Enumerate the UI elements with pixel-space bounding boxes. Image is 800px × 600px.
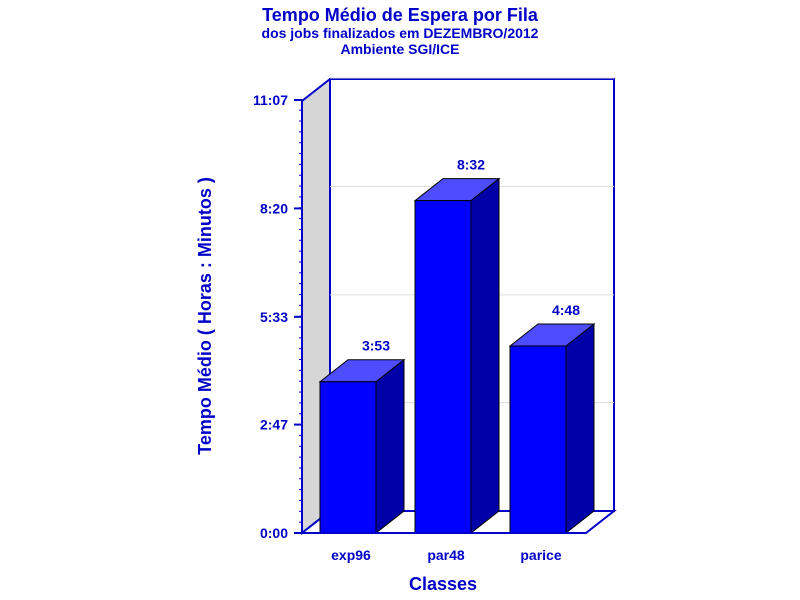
y-tick-label: 8:20 bbox=[260, 200, 288, 216]
bar-exp96: 3:53 bbox=[318, 338, 406, 535]
bar-par48: 8:32 bbox=[413, 157, 501, 535]
category-label: exp96 bbox=[331, 547, 371, 563]
x-axis: exp96 par48 parice bbox=[331, 547, 562, 563]
x-axis-title: Classes bbox=[409, 574, 477, 594]
chart-subtitle-line-2: Ambiente SGI/ICE bbox=[340, 41, 459, 57]
bars: 3:53 8:32 4:48 bbox=[318, 157, 596, 535]
bar-side bbox=[470, 177, 500, 535]
bar-side bbox=[375, 358, 405, 535]
bar-front bbox=[509, 345, 567, 534]
chart-title: Tempo Médio de Espera por Fila bbox=[262, 5, 539, 25]
y-axis-title: Tempo Médio ( Horas : Minutos ) bbox=[195, 177, 215, 455]
bar-front bbox=[319, 381, 377, 534]
data-label: 4:48 bbox=[552, 302, 580, 318]
data-label: 3:53 bbox=[362, 338, 390, 354]
chart-subtitle-line-1: dos jobs finalizados em DEZEMBRO/2012 bbox=[262, 25, 539, 41]
category-label: parice bbox=[520, 547, 561, 563]
data-label: 8:32 bbox=[457, 157, 485, 173]
bar-front bbox=[414, 200, 472, 534]
y-tick-label: 2:47 bbox=[260, 417, 288, 433]
y-tick-label: 5:33 bbox=[260, 309, 288, 325]
y-tick-label: 0:00 bbox=[260, 525, 288, 541]
y-axis: 0:00 2:47 5:33 8:20 11:07 bbox=[253, 92, 586, 541]
bar-side bbox=[565, 323, 595, 535]
category-label: par48 bbox=[427, 547, 465, 563]
y-tick-label: 11:07 bbox=[253, 92, 288, 108]
bar-parice: 4:48 bbox=[508, 302, 596, 535]
